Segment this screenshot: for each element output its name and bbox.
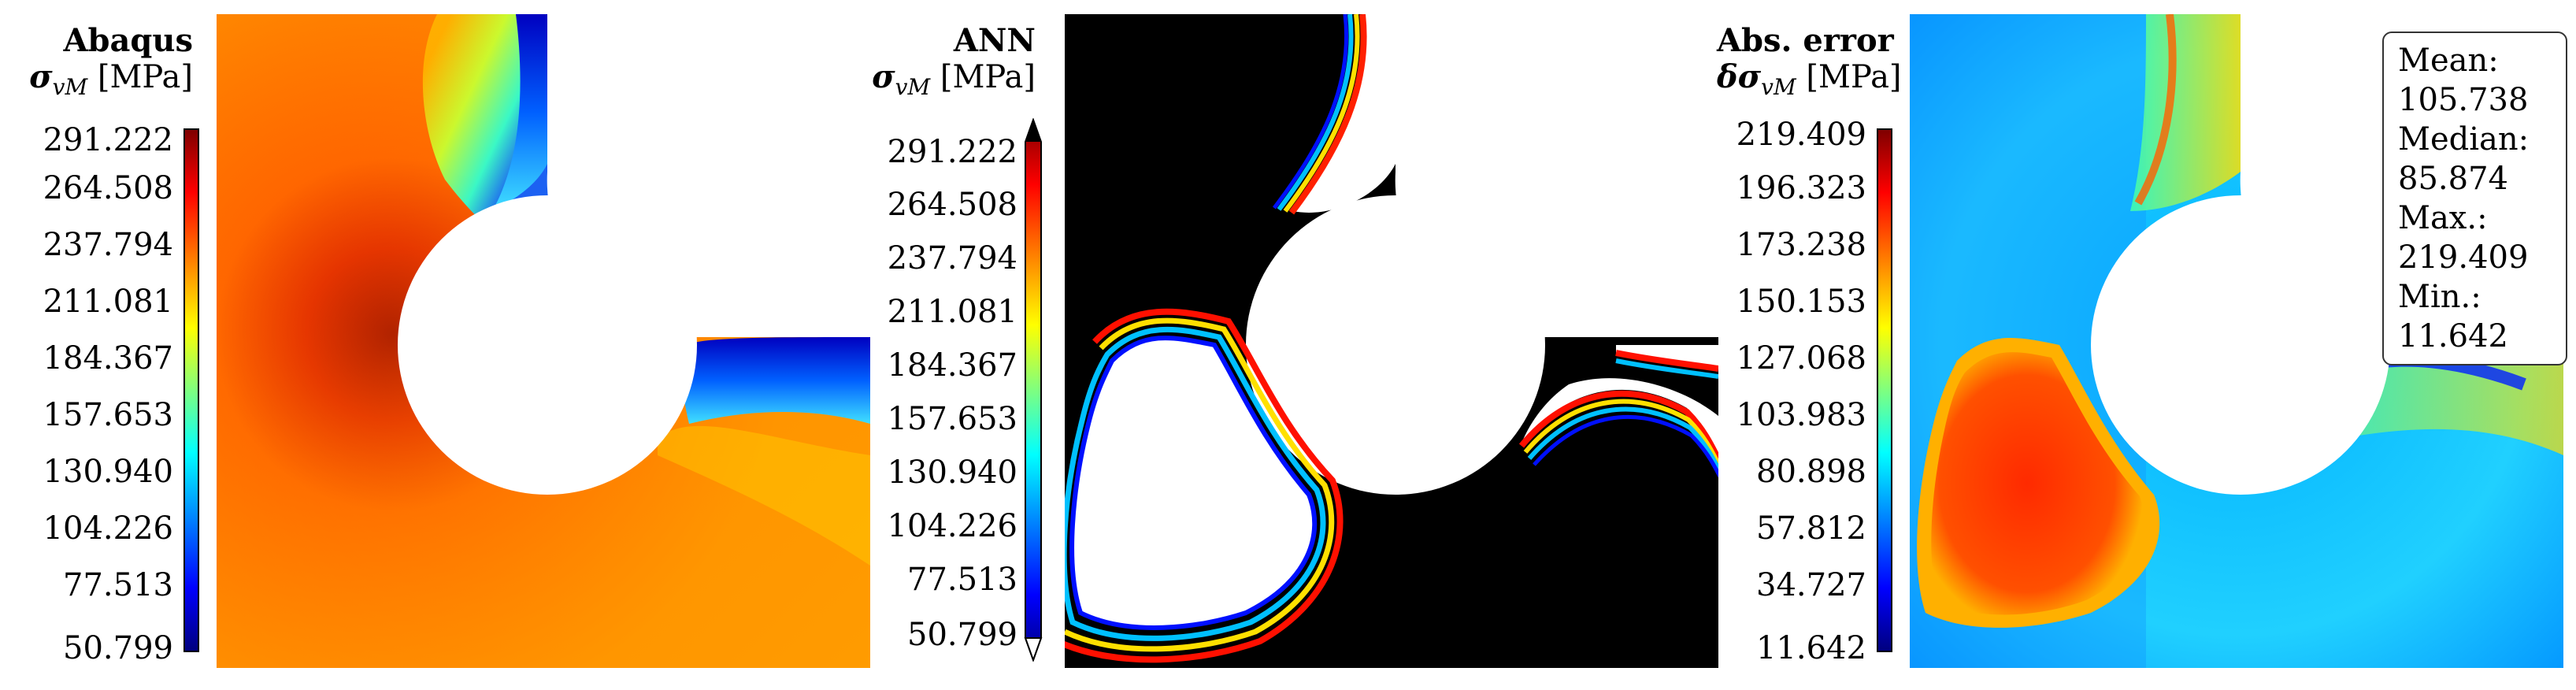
colorbar — [183, 128, 199, 652]
tick-label: 237.794 — [43, 227, 173, 263]
tick-label: 104.226 — [43, 510, 173, 547]
tick-label: 127.068 — [1736, 340, 1866, 377]
tick-label: 130.940 — [43, 454, 173, 490]
stress-field-ann — [1065, 14, 1718, 668]
tick-label: 173.238 — [1736, 227, 1866, 263]
tick-label: 11.642 — [1756, 630, 1866, 666]
panel-ann: ANN σvM [MPa] 291.222 264.508 237.794 21… — [858, 0, 1725, 690]
tick-label: 77.513 — [63, 567, 173, 603]
tick-label: 80.898 — [1756, 454, 1866, 490]
tick-label: 50.799 — [63, 630, 173, 666]
tick-label: 291.222 — [43, 122, 173, 158]
stress-field-abaqus — [217, 14, 870, 668]
tick-label: 264.508 — [43, 170, 173, 206]
panel-title: Abs. error — [1717, 22, 1894, 59]
tick-label: 157.653 — [43, 397, 173, 433]
panel-subtitle: σvM [MPa] — [872, 58, 1036, 100]
panel-subtitle: δσvM [MPa] — [1717, 58, 1902, 100]
tick-label: 57.812 — [1756, 510, 1866, 547]
panel-abaqus: Abaqus σvM [MPa] 291.222 264.508 237.794… — [0, 0, 870, 690]
tick-label: 34.727 — [1756, 567, 1866, 603]
tick-label: 264.508 — [887, 187, 1017, 223]
stat-median: Median: 85.874 — [2398, 121, 2530, 197]
tick-label: 103.983 — [1736, 397, 1866, 433]
tick-label: 184.367 — [887, 347, 1017, 384]
tick-label: 77.513 — [907, 562, 1017, 598]
tick-label: 237.794 — [887, 240, 1017, 276]
tick-label: 291.222 — [887, 134, 1017, 170]
error-stats-box: Mean: 105.738 Median: 85.874 Max.: 219.4… — [2382, 32, 2567, 365]
tick-label: 211.081 — [43, 284, 173, 320]
tick-label: 196.323 — [1736, 170, 1866, 206]
stat-min: Min.: 11.642 — [2398, 279, 2508, 354]
panel-title: ANN — [953, 22, 1036, 59]
tick-label: 184.367 — [43, 340, 173, 377]
colorbar-extended — [1024, 118, 1043, 662]
tick-label: 211.081 — [887, 294, 1017, 330]
tick-label: 130.940 — [887, 454, 1017, 491]
panel-abs-error: Abs. error δσvM [MPa] 219.409 196.323 17… — [1717, 0, 2576, 690]
tick-label: 50.799 — [907, 617, 1017, 653]
colorbar — [1877, 128, 1892, 652]
tick-label: 157.653 — [887, 401, 1017, 437]
tick-label: 150.153 — [1736, 284, 1866, 320]
stat-max: Max.: 219.409 — [2398, 200, 2529, 276]
panel-title: Abaqus — [63, 22, 194, 59]
stat-mean: Mean: 105.738 — [2398, 43, 2529, 118]
tick-label: 219.409 — [1736, 117, 1866, 153]
panel-subtitle: σvM [MPa] — [29, 58, 193, 100]
tick-label: 104.226 — [887, 508, 1017, 544]
